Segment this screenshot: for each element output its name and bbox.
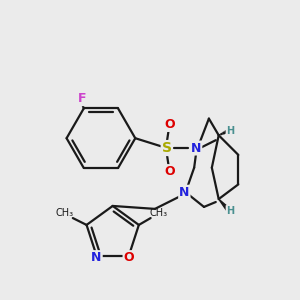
Text: H: H xyxy=(226,126,235,136)
Text: S: S xyxy=(162,141,172,155)
Text: N: N xyxy=(191,142,201,154)
Polygon shape xyxy=(221,133,222,135)
Text: O: O xyxy=(164,165,175,178)
Text: N: N xyxy=(92,251,102,264)
Text: F: F xyxy=(77,92,86,105)
Polygon shape xyxy=(219,199,229,210)
Polygon shape xyxy=(225,131,227,133)
Text: N: N xyxy=(179,186,190,199)
Text: O: O xyxy=(124,251,134,264)
Text: O: O xyxy=(164,118,175,131)
Text: H: H xyxy=(226,206,235,216)
Polygon shape xyxy=(223,132,225,134)
Text: CH₃: CH₃ xyxy=(56,208,74,218)
Text: CH₃: CH₃ xyxy=(149,208,167,218)
